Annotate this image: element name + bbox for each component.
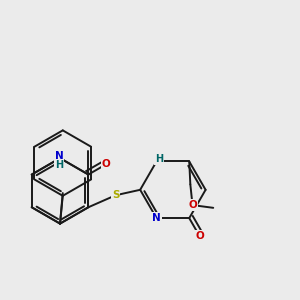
Text: O: O xyxy=(188,200,197,210)
Text: S: S xyxy=(112,190,119,200)
Text: O: O xyxy=(102,159,111,169)
Text: N: N xyxy=(152,213,161,223)
Text: H: H xyxy=(155,154,163,164)
Text: N: N xyxy=(55,151,63,161)
Text: O: O xyxy=(195,231,204,241)
Text: H: H xyxy=(55,160,63,170)
